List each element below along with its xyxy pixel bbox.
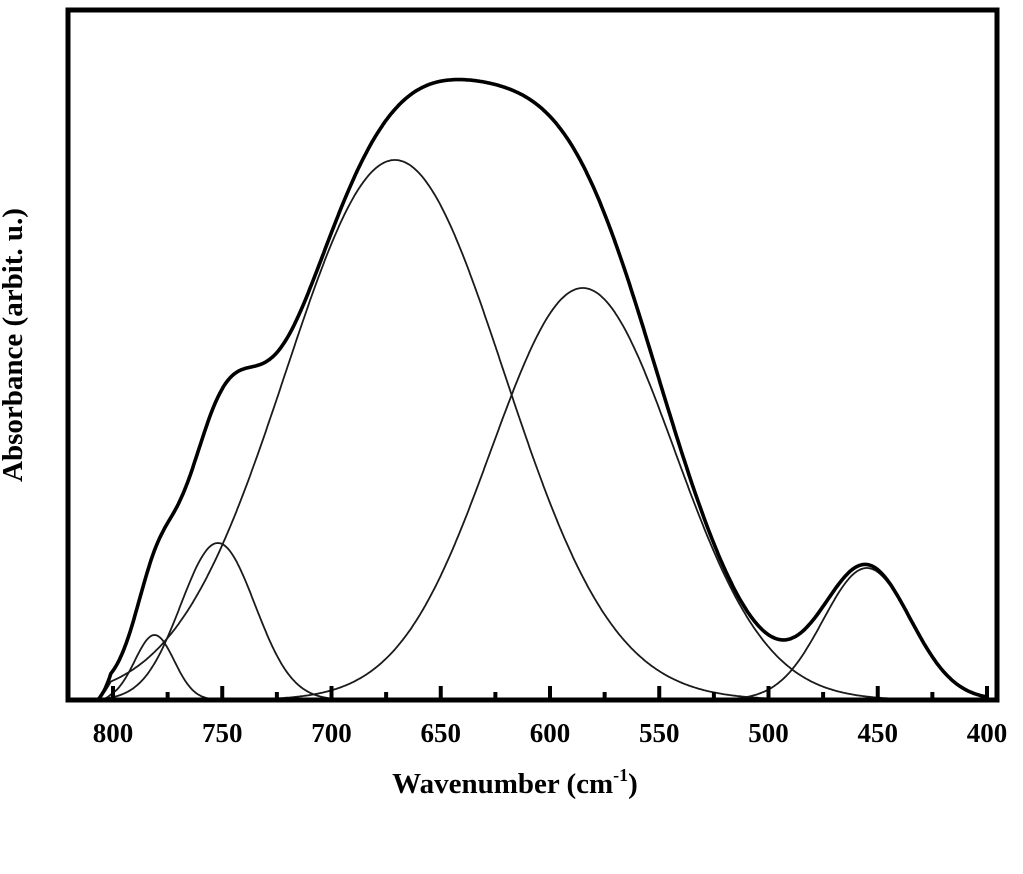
x-axis-ticks: [111, 686, 989, 700]
x-axis-title: Wavenumber (cm-1): [392, 765, 638, 800]
x-tick-label: 500: [748, 718, 789, 748]
component-curves: [97, 159, 988, 701]
x-tick-label: 750: [202, 718, 243, 748]
x-tick-label: 400: [967, 718, 1008, 748]
x-tick-label: 600: [530, 718, 571, 748]
x-tick-label: 450: [858, 718, 899, 748]
y-axis-title: Absorbance (arbit. u.): [0, 208, 29, 482]
component-curve-4: [97, 287, 987, 701]
x-tick-label: 800: [93, 718, 134, 748]
envelope-curve: [96, 77, 989, 702]
x-axis-tick-labels: 800 750 700 650 600 550 500 450 400: [93, 718, 1008, 748]
component-curve-3: [97, 159, 987, 701]
x-tick-label: 550: [639, 718, 680, 748]
x-tick-label: 650: [421, 718, 462, 748]
plot-frame: [65, 7, 1000, 703]
component-curve-1: [97, 634, 987, 701]
x-tick-label: 700: [311, 718, 352, 748]
component-curve-5: [97, 567, 988, 701]
